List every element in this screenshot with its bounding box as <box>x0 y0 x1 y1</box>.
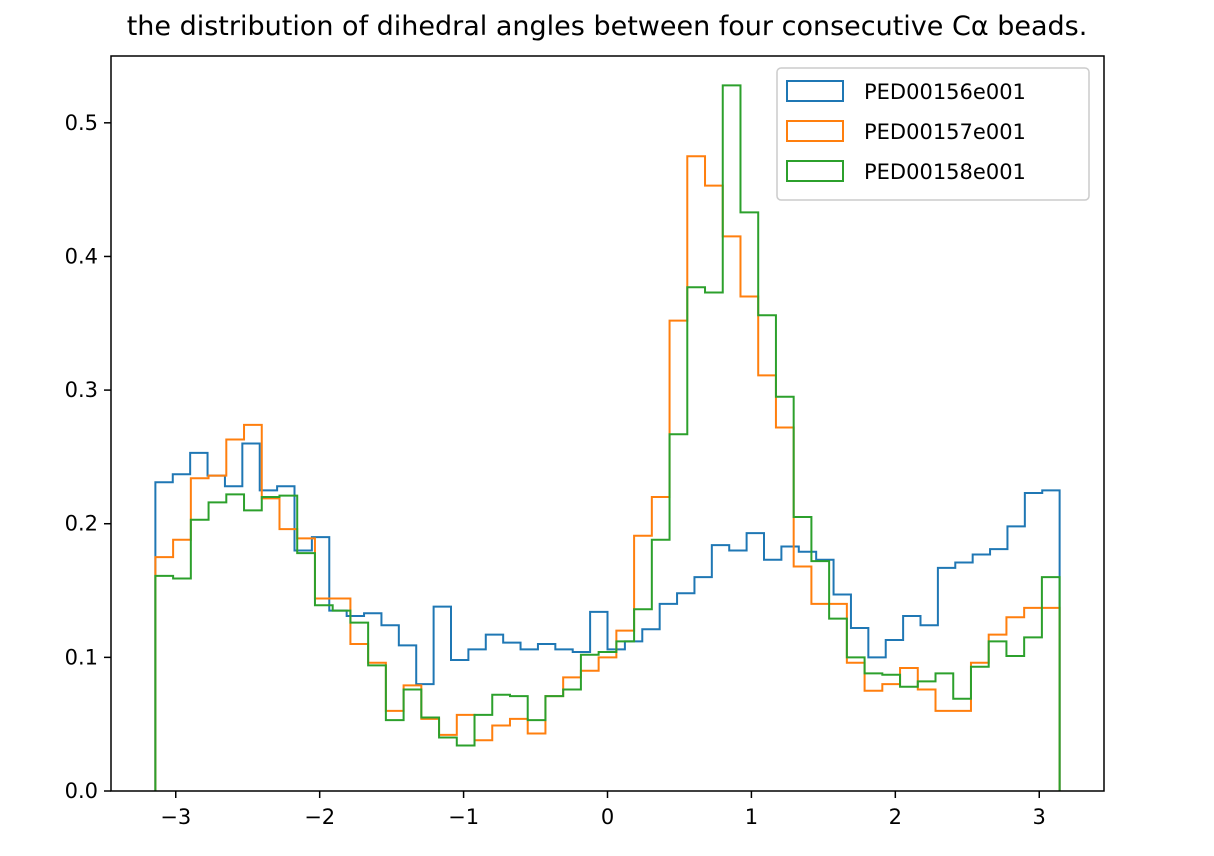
y-tick-label: 0.1 <box>65 645 98 669</box>
legend-box <box>776 67 1090 201</box>
x-tick-label: 3 <box>1033 805 1046 829</box>
series-2-step <box>154 155 1061 791</box>
series-layer <box>154 84 1061 791</box>
x-tick-label: 0 <box>601 805 614 829</box>
series-1-step <box>154 442 1061 791</box>
legend-swatch <box>786 160 844 182</box>
legend: PED00156e001 PED00157e001 PED00158e001 <box>776 67 1090 201</box>
y-tick-label: 0.4 <box>65 244 98 268</box>
chart-title: the distribution of dihedral angles betw… <box>127 11 1088 42</box>
y-tick-label: 0.5 <box>65 111 98 135</box>
y-tick-label: 0.3 <box>65 378 98 402</box>
y-axis: 0.0 0.1 0.2 0.3 0.4 0.5 <box>65 111 111 803</box>
x-tick-label: 1 <box>745 805 758 829</box>
legend-swatch <box>786 80 844 102</box>
x-tick-label: 2 <box>889 805 902 829</box>
y-tick-label: 0.2 <box>65 512 98 536</box>
x-tick-label: −1 <box>448 805 479 829</box>
x-axis: −3 −2 −1 0 1 2 3 <box>160 791 1046 829</box>
y-tick-label: 0.0 <box>65 779 98 803</box>
series-3-step <box>154 84 1061 791</box>
legend-label: PED00157e001 <box>864 120 1026 144</box>
x-tick-label: −3 <box>160 805 191 829</box>
legend-label: PED00156e001 <box>864 80 1026 104</box>
legend-label: PED00158e001 <box>864 160 1026 184</box>
legend-swatch <box>786 120 844 142</box>
x-tick-label: −2 <box>304 805 335 829</box>
